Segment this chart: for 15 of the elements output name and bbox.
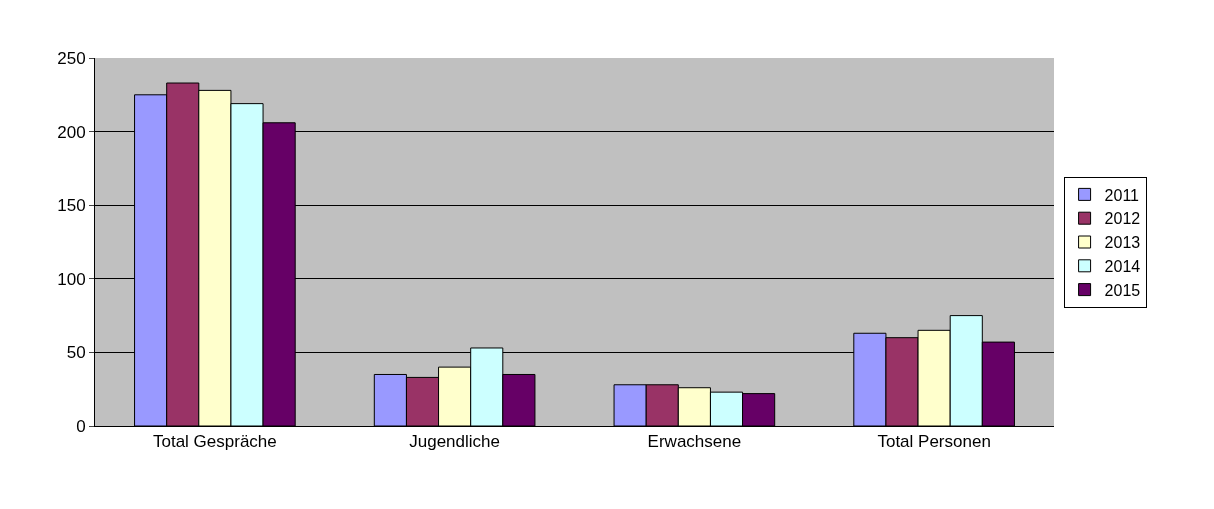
legend-label: 2015: [1104, 281, 1141, 299]
y-tick-label: 0: [76, 416, 86, 436]
y-tick-label: 200: [57, 122, 86, 142]
x-tick-label: Erwachsene: [647, 432, 742, 452]
x-tick-label: Jugendliche: [409, 432, 501, 452]
legend-label: 2014: [1104, 258, 1141, 276]
x-tick-label: Total Personen: [877, 432, 991, 452]
legend-label: 2012: [1104, 210, 1141, 228]
legend-label: 2011: [1104, 186, 1140, 204]
x-tick-label: Total Gespräche: [152, 432, 277, 452]
y-tick-label: 50: [66, 343, 86, 363]
y-tick-label: 250: [57, 48, 86, 68]
y-tick-label: 150: [57, 196, 86, 216]
y-tick-label: 100: [57, 269, 86, 289]
legend-label: 2013: [1104, 234, 1141, 252]
